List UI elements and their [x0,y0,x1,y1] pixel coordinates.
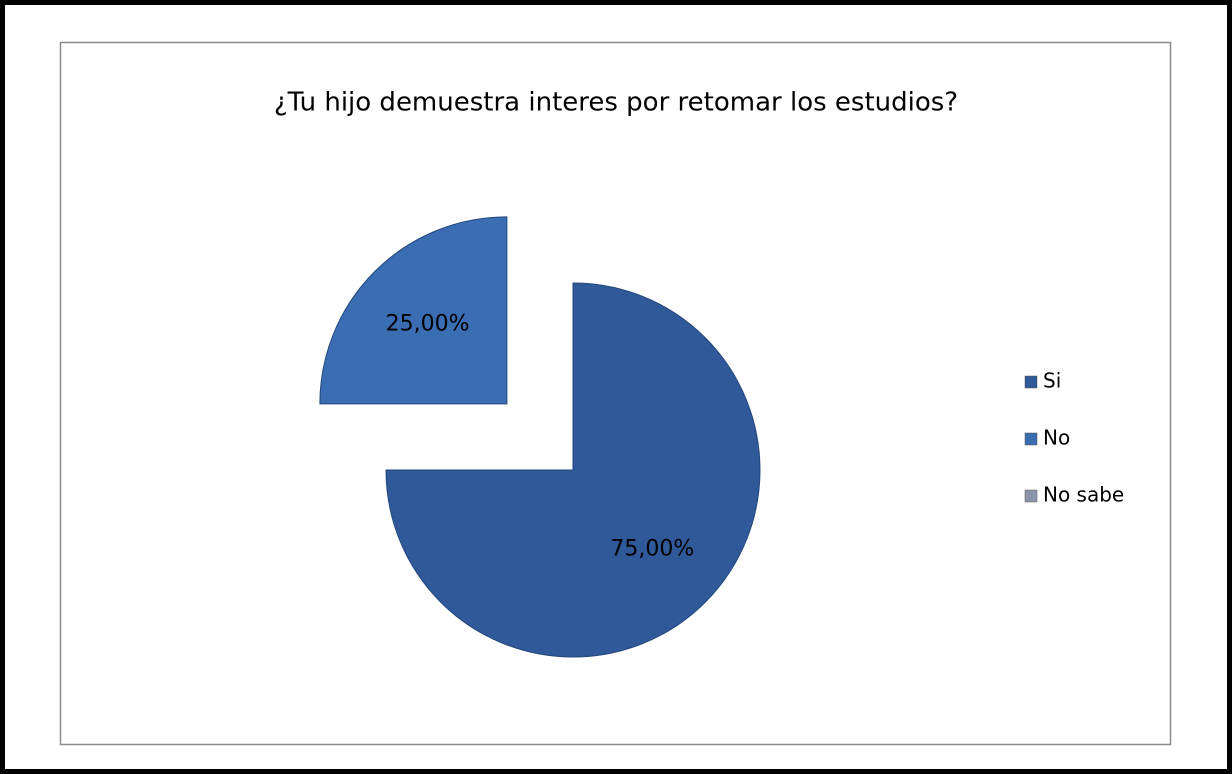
legend-label: No sabe [1043,483,1124,507]
legend-swatch [1024,375,1038,389]
legend-swatch [1024,432,1038,446]
legend-label: Si [1043,369,1061,393]
legend-swatch [1024,489,1038,503]
legend-label: No [1043,426,1070,450]
data-label: 75,00% [610,536,694,561]
pie-slice [385,282,761,658]
data-label: 25,00% [386,312,470,337]
pie-slice [319,216,508,405]
chart-title: ¿Tu hijo demuestra interes por retomar l… [274,88,958,118]
